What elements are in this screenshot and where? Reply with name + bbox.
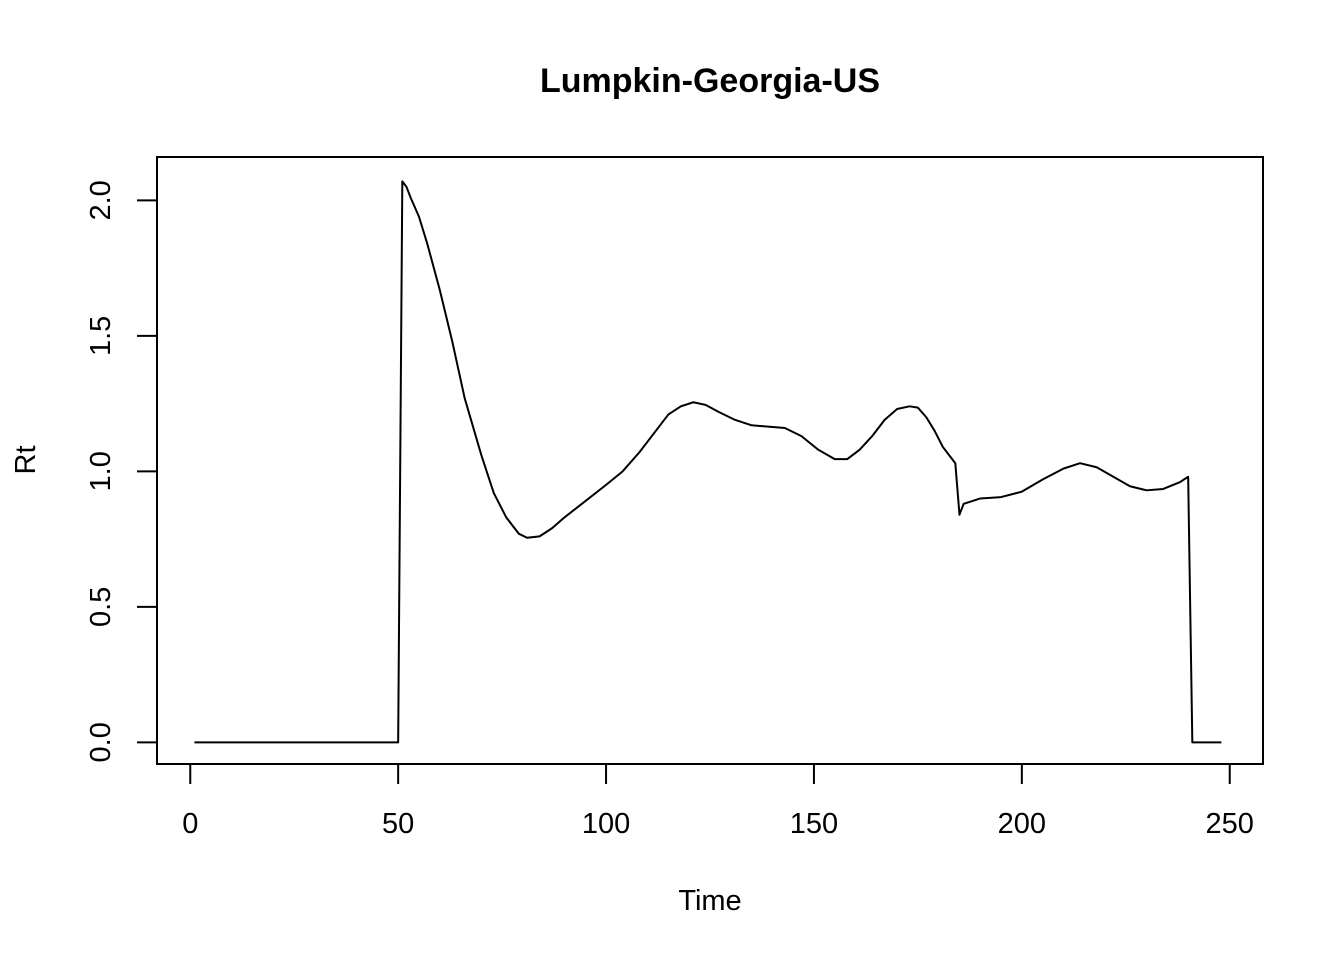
x-axis: 0 50 100 150 200 250 xyxy=(182,763,1254,840)
y-tick-label: 1.0 xyxy=(85,451,117,491)
y-tick-label: 0.5 xyxy=(85,587,117,627)
series-layer xyxy=(194,180,1222,744)
x-tick-label: 100 xyxy=(582,808,630,840)
x-tick-label: 150 xyxy=(790,808,838,840)
plot-frame xyxy=(156,156,1264,765)
y-tick-label: 0.0 xyxy=(85,722,117,762)
x-tick-label: 0 xyxy=(182,808,198,840)
chart-title: Lumpkin-Georgia-US xyxy=(540,62,880,100)
x-tick-label: 200 xyxy=(998,808,1046,840)
y-tick-label: 1.5 xyxy=(85,316,117,356)
y-axis: 0.0 0.5 1.0 1.5 2.0 xyxy=(85,180,158,762)
x-tick-label: 50 xyxy=(382,808,414,840)
y-tick-label: 2.0 xyxy=(85,180,117,220)
x-tick-label: 250 xyxy=(1206,808,1254,840)
series-line xyxy=(194,180,1222,744)
x-axis-label: Time xyxy=(678,885,741,917)
y-axis-label: Rt xyxy=(10,446,42,475)
